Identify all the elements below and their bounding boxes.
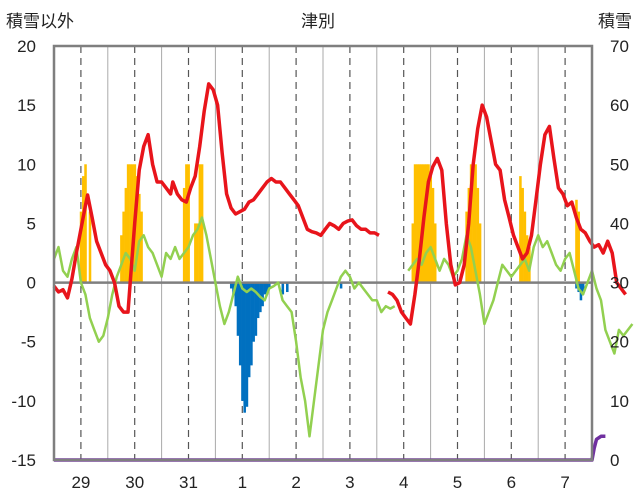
y-left-tick-label: 20 bbox=[17, 37, 36, 56]
precip-bar bbox=[250, 282, 253, 366]
y-left-tick-label: 0 bbox=[27, 274, 36, 293]
sunshine-bar bbox=[138, 193, 141, 283]
sunshine-bar bbox=[129, 164, 132, 283]
y-left-tick-label: 5 bbox=[27, 214, 36, 233]
precip-bar bbox=[339, 282, 343, 289]
green-series-line bbox=[52, 216, 634, 438]
precip-bar bbox=[252, 282, 255, 342]
precip-bar bbox=[286, 282, 289, 293]
sunshine-bar bbox=[519, 176, 522, 283]
x-tick-label: 1 bbox=[238, 473, 247, 492]
sunshine-bar bbox=[521, 187, 524, 283]
sunshine-bar bbox=[82, 176, 85, 283]
y-right-tick-label: 10 bbox=[610, 392, 629, 411]
sunshine-bar bbox=[187, 164, 190, 283]
sunshine-bar bbox=[126, 164, 130, 283]
x-tick-label: 3 bbox=[345, 473, 354, 492]
precip-bar bbox=[238, 282, 242, 366]
sunshine-bar bbox=[120, 235, 123, 283]
x-tick-label: 7 bbox=[560, 473, 569, 492]
right-axis-title: 積雪 bbox=[598, 12, 632, 31]
precip-bar bbox=[281, 282, 285, 295]
y-right-tick-label: 60 bbox=[610, 96, 629, 115]
y-left-tick-label: -5 bbox=[21, 333, 36, 352]
sunshine-bar bbox=[429, 176, 433, 283]
y-left-tick-label: -15 bbox=[11, 451, 36, 470]
bar-series bbox=[79, 164, 585, 413]
sunshine-bar bbox=[185, 164, 188, 283]
y-left-tick-label: 15 bbox=[17, 96, 36, 115]
x-tick-label: 29 bbox=[71, 473, 90, 492]
y-right-tick-label: 50 bbox=[610, 155, 629, 174]
sunshine-bar bbox=[472, 164, 475, 283]
x-tick-label: 31 bbox=[179, 473, 198, 492]
sunshine-bar bbox=[131, 164, 134, 283]
x-tick-label: 30 bbox=[125, 473, 144, 492]
y-left-tick-label: 10 bbox=[17, 155, 36, 174]
sunshine-bar bbox=[427, 164, 430, 283]
plot-frame bbox=[52, 44, 594, 462]
sunshine-bar bbox=[476, 187, 480, 283]
sunshine-bar bbox=[523, 211, 527, 283]
precip-bar bbox=[268, 282, 271, 289]
precip-bar bbox=[254, 282, 258, 336]
sunshine-bar bbox=[525, 235, 529, 283]
sunshine-bar bbox=[433, 223, 437, 283]
precip-bar bbox=[243, 282, 246, 413]
precip-bar bbox=[234, 282, 237, 307]
sunshine-bar bbox=[413, 164, 417, 283]
y-right-tick-label: 20 bbox=[610, 333, 629, 352]
sunshine-bar bbox=[88, 211, 92, 283]
plot-border bbox=[52, 44, 594, 462]
precip-bar bbox=[245, 282, 249, 407]
sunshine-bar bbox=[124, 187, 128, 283]
precip-bar bbox=[263, 282, 267, 295]
sunshine-bar bbox=[196, 223, 199, 283]
sunshine-bar bbox=[474, 164, 477, 283]
sunshine-bar bbox=[575, 199, 578, 283]
precip-bar bbox=[247, 282, 251, 378]
sunshine-bar bbox=[431, 187, 435, 283]
sunshine-bar bbox=[416, 164, 419, 283]
precip-bar bbox=[232, 282, 235, 295]
sunshine-bar bbox=[424, 164, 428, 283]
y-right-tick-label: 40 bbox=[610, 214, 629, 233]
precip-bar bbox=[241, 282, 244, 401]
chart-title: 津別 bbox=[301, 12, 335, 31]
sunshine-bar bbox=[79, 211, 83, 283]
sunshine-bar bbox=[200, 164, 204, 283]
sunshine-bar bbox=[469, 164, 473, 283]
y-left-tick-label: -10 bbox=[11, 392, 36, 411]
precip-bar bbox=[265, 282, 269, 295]
y-right-tick-label: 70 bbox=[610, 37, 629, 56]
y-right-tick-label: 30 bbox=[610, 274, 629, 293]
precip-bar bbox=[581, 282, 585, 295]
sunshine-bar bbox=[194, 223, 197, 283]
left-axis-title: 積雪以外 bbox=[6, 12, 74, 31]
y-right-tick-label: 0 bbox=[610, 451, 619, 470]
sunshine-bar bbox=[122, 211, 125, 283]
precip-bar bbox=[256, 282, 260, 319]
precip-bar bbox=[575, 282, 578, 289]
sunshine-bar bbox=[418, 164, 421, 283]
snow-depth-line bbox=[54, 434, 606, 462]
precip-bar bbox=[236, 282, 240, 336]
x-tick-label: 5 bbox=[453, 473, 462, 492]
sunshine-bar bbox=[182, 187, 186, 283]
precip-bar bbox=[261, 282, 264, 307]
temperature-line bbox=[52, 82, 627, 326]
sunshine-bar bbox=[411, 223, 415, 283]
precip-bar bbox=[229, 282, 233, 289]
sunshine-bar bbox=[478, 223, 482, 283]
sunshine-bar bbox=[135, 176, 139, 283]
x-tick-label: 6 bbox=[507, 473, 516, 492]
sunshine-bar bbox=[577, 211, 580, 283]
x-tick-label: 2 bbox=[291, 473, 300, 492]
sunshine-bar bbox=[84, 164, 87, 283]
x-tick-label: 4 bbox=[399, 473, 408, 492]
sunshine-bar bbox=[140, 211, 143, 283]
